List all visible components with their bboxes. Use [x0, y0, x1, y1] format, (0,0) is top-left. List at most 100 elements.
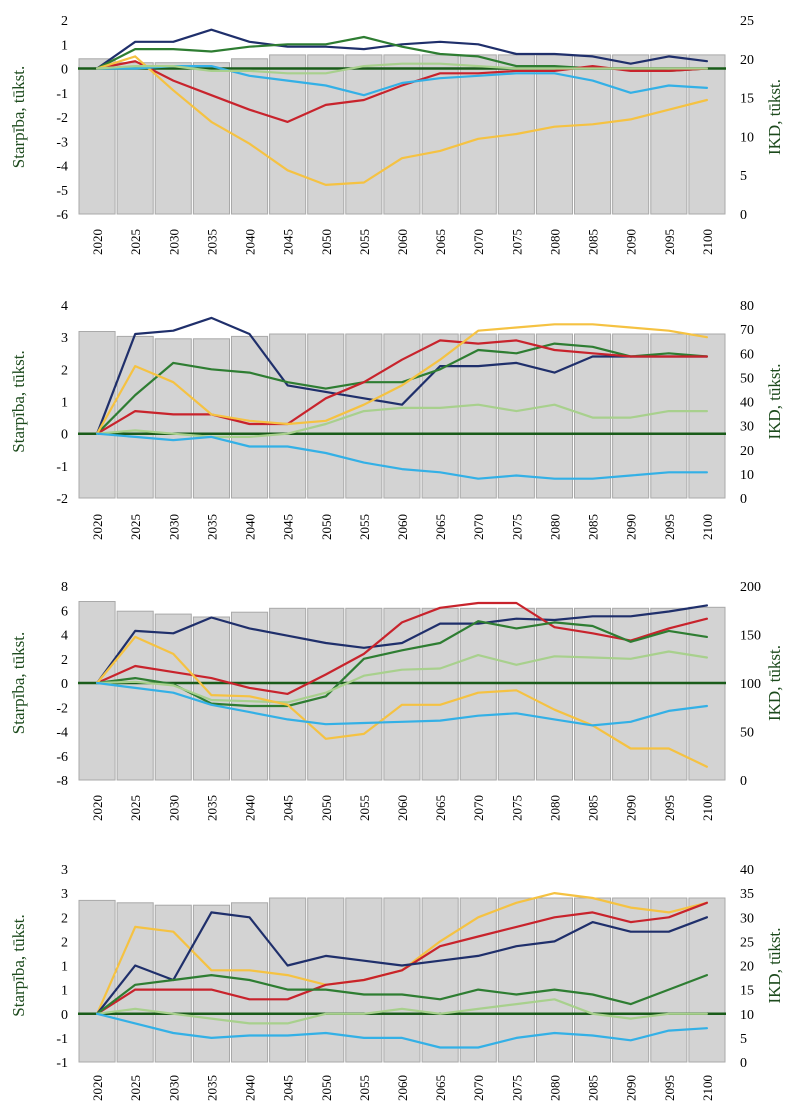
x-tick-label: 2085 — [586, 1075, 601, 1101]
x-tick-label: 2100 — [700, 229, 715, 255]
x-tick-label: 2060 — [395, 795, 410, 821]
x-tick-label: 2060 — [395, 514, 410, 540]
ikd-bar — [688, 606, 726, 781]
x-tick-label: 2020 — [90, 795, 105, 821]
left-tick-label: 2 — [61, 653, 68, 668]
ikd-bar — [497, 897, 535, 1063]
left-tick-label: 8 — [61, 580, 68, 595]
x-tick-label: 2035 — [204, 229, 219, 255]
ikd-bar — [307, 607, 345, 781]
x-tick-label: 2050 — [319, 229, 334, 255]
left-tick-label: 1 — [61, 984, 68, 999]
right-axis-title: IKD, tūkst. — [765, 363, 784, 439]
x-tick-label: 2065 — [433, 795, 448, 821]
x-tick-label: 2020 — [90, 514, 105, 540]
left-tick-label: -1 — [56, 87, 68, 102]
left-tick-label: -2 — [56, 111, 68, 126]
right-tick-label: 60 — [740, 347, 754, 362]
ikd-bar — [345, 897, 383, 1063]
series-line-light_green — [95, 998, 709, 1025]
ikd-bar — [307, 897, 345, 1063]
right-tick-label: 50 — [740, 371, 754, 386]
x-tick-label: 2035 — [204, 1075, 219, 1101]
x-tick-label: 2055 — [357, 514, 372, 540]
left-tick-label: 3 — [61, 863, 68, 878]
right-tick-label: 200 — [740, 580, 761, 595]
x-tick-label: 2100 — [700, 795, 715, 821]
x-tick-label: 2030 — [166, 1075, 181, 1101]
right-tick-label: 5 — [740, 169, 747, 184]
series-line-light_blue — [95, 432, 709, 480]
right-tick-label: 40 — [740, 396, 754, 411]
ikd-bar — [612, 607, 650, 781]
ikd-bar — [154, 904, 192, 1063]
ikd-bar — [269, 897, 307, 1063]
x-tick-label: 2095 — [662, 229, 677, 255]
x-tick-label: 2070 — [471, 795, 486, 821]
right-tick-label: 50 — [740, 726, 754, 741]
x-tick-label: 2095 — [662, 514, 677, 540]
series-line-light_blue — [95, 681, 709, 727]
left-tick-label: -1 — [56, 1056, 68, 1071]
ikd-bar — [154, 62, 192, 215]
left-tick-label: 0 — [61, 428, 68, 443]
x-tick-label: 2085 — [586, 795, 601, 821]
series-line-yellow — [95, 55, 709, 186]
x-tick-label: 2085 — [586, 229, 601, 255]
x-tick-label: 2090 — [624, 1075, 639, 1101]
left-axis-title: Starpība, tūkst. — [9, 66, 28, 168]
ikd-bar — [650, 54, 688, 215]
left-tick-label: 6 — [61, 604, 68, 619]
right-tick-label: 0 — [740, 492, 747, 507]
x-tick-label: 2070 — [471, 514, 486, 540]
x-tick-label: 2030 — [166, 514, 181, 540]
ikd-bar — [535, 54, 574, 215]
x-tick-label: 2080 — [548, 229, 563, 255]
series-line-dark_green — [95, 342, 709, 435]
x-tick-label: 2045 — [281, 795, 296, 821]
x-tick-label: 2025 — [128, 514, 143, 540]
left-tick-label: -3 — [56, 135, 68, 150]
ikd-bar — [116, 62, 154, 215]
x-tick-label: 2065 — [433, 1075, 448, 1101]
right-tick-label: 25 — [740, 14, 754, 29]
ikd-bar — [497, 607, 535, 781]
left-axis-title: Starpība, tūkst. — [9, 350, 28, 452]
x-tick-label: 2040 — [243, 514, 258, 540]
left-tick-label: -2 — [56, 492, 68, 507]
ikd-bar — [269, 333, 307, 499]
left-tick-label: -4 — [56, 726, 68, 741]
series-line-light_blue — [95, 1012, 709, 1049]
right-tick-label: 150 — [740, 629, 761, 644]
right-tick-label: 25 — [740, 935, 754, 950]
series-line-light_green — [95, 403, 709, 438]
x-tick-label: 2030 — [166, 795, 181, 821]
series-line-red — [95, 901, 709, 1015]
series-line-dark_green — [95, 973, 709, 1015]
right-axis-title: IKD, tūkst. — [765, 79, 784, 155]
ikd-bar — [688, 333, 726, 499]
right-tick-label: 0 — [740, 208, 747, 223]
left-tick-label: 4 — [61, 299, 68, 314]
left-tick-label: 2 — [61, 14, 68, 29]
right-tick-label: 40 — [740, 863, 754, 878]
right-tick-label: 10 — [740, 1008, 754, 1023]
ikd-bar — [345, 54, 383, 215]
ikd-bar — [459, 333, 497, 499]
x-tick-label: 2055 — [357, 1075, 372, 1101]
x-tick-label: 2100 — [700, 1075, 715, 1101]
x-tick-label: 2060 — [395, 229, 410, 255]
right-tick-label: 30 — [740, 911, 754, 926]
x-tick-label: 2030 — [166, 229, 181, 255]
ikd-bar — [612, 897, 650, 1063]
left-tick-label: 0 — [61, 63, 68, 78]
left-tick-label: -1 — [56, 1032, 68, 1047]
left-tick-label: 2 — [61, 911, 68, 926]
series-line-dark_green — [95, 620, 709, 708]
ikd-bar — [535, 607, 574, 781]
x-tick-label: 2020 — [90, 229, 105, 255]
